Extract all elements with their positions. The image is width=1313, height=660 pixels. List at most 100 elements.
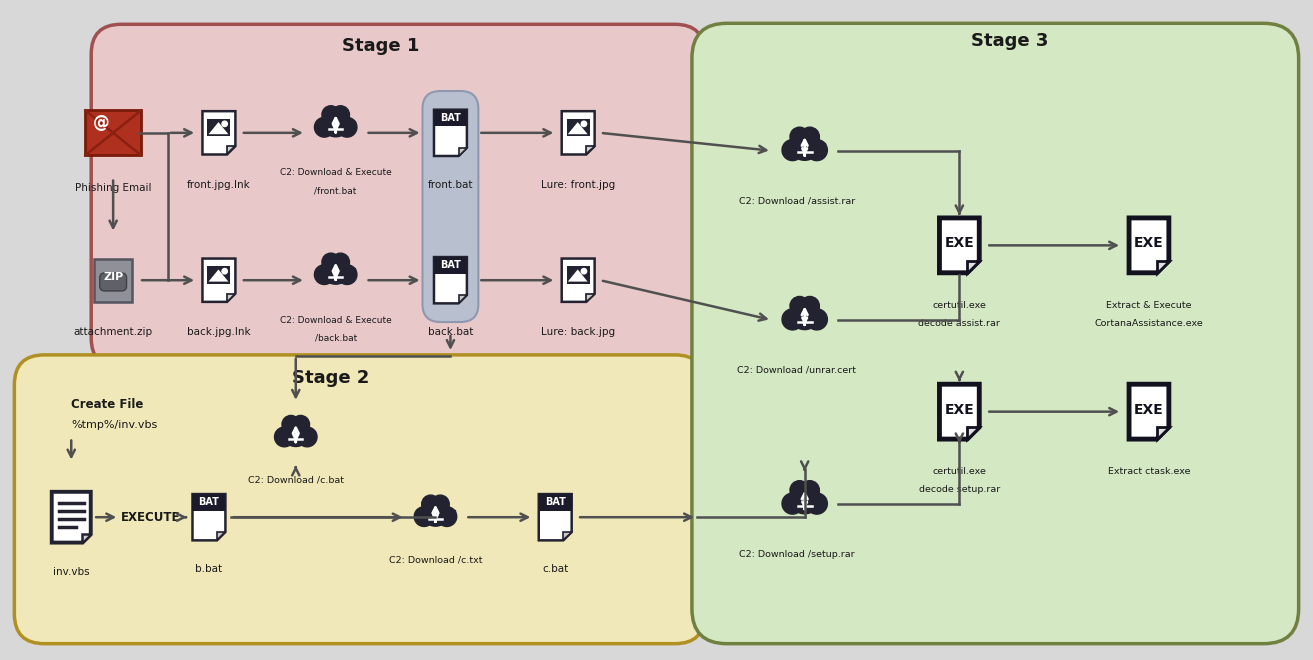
- Circle shape: [789, 483, 821, 514]
- Polygon shape: [586, 146, 595, 154]
- Circle shape: [291, 415, 310, 434]
- Bar: [538, 494, 571, 511]
- Polygon shape: [435, 110, 467, 156]
- Bar: [567, 119, 590, 137]
- Circle shape: [806, 309, 827, 330]
- Circle shape: [789, 299, 821, 329]
- Text: EXE: EXE: [1134, 236, 1163, 250]
- Text: BAT: BAT: [440, 113, 461, 123]
- Circle shape: [297, 427, 316, 447]
- Bar: [207, 267, 231, 284]
- Text: Extract & Execute: Extract & Execute: [1107, 300, 1192, 310]
- Text: @: @: [93, 114, 110, 132]
- Bar: [85, 110, 140, 155]
- Polygon shape: [193, 494, 226, 541]
- Bar: [784, 497, 826, 506]
- Polygon shape: [1157, 261, 1169, 273]
- Polygon shape: [202, 111, 235, 154]
- Text: front.jpg.lnk: front.jpg.lnk: [186, 180, 251, 189]
- Circle shape: [783, 140, 804, 160]
- Text: front.bat: front.bat: [428, 180, 473, 189]
- Circle shape: [331, 106, 349, 123]
- Text: BAT: BAT: [198, 498, 219, 508]
- Text: certutil.exe: certutil.exe: [932, 300, 986, 310]
- Polygon shape: [217, 532, 226, 541]
- Polygon shape: [939, 384, 979, 439]
- Polygon shape: [209, 269, 228, 282]
- Text: BAT: BAT: [545, 498, 566, 508]
- Polygon shape: [202, 259, 235, 302]
- Text: Stage 1: Stage 1: [341, 37, 419, 55]
- Polygon shape: [1129, 218, 1169, 273]
- Polygon shape: [562, 259, 595, 302]
- Circle shape: [806, 140, 827, 160]
- Polygon shape: [209, 122, 228, 134]
- Polygon shape: [939, 218, 979, 273]
- Bar: [95, 259, 133, 302]
- Circle shape: [790, 296, 809, 315]
- Polygon shape: [51, 492, 91, 543]
- Polygon shape: [435, 257, 467, 304]
- Text: decode setup.rar: decode setup.rar: [919, 485, 1001, 494]
- Bar: [276, 431, 315, 439]
- Circle shape: [322, 108, 351, 137]
- Circle shape: [421, 498, 450, 526]
- Circle shape: [431, 495, 449, 513]
- Circle shape: [806, 493, 827, 514]
- Polygon shape: [562, 111, 595, 154]
- Circle shape: [337, 117, 357, 137]
- Bar: [207, 119, 231, 137]
- Circle shape: [790, 127, 809, 147]
- FancyBboxPatch shape: [100, 273, 126, 291]
- Polygon shape: [458, 295, 467, 304]
- Text: /back.bat: /back.bat: [315, 333, 357, 343]
- Text: Create File: Create File: [71, 398, 143, 411]
- Circle shape: [582, 269, 587, 274]
- Polygon shape: [567, 269, 588, 282]
- Circle shape: [322, 255, 351, 284]
- Circle shape: [314, 117, 335, 137]
- Text: EXE: EXE: [944, 403, 974, 416]
- Text: C2: Download /assist.rar: C2: Download /assist.rar: [739, 196, 855, 205]
- Bar: [784, 313, 826, 321]
- Polygon shape: [458, 148, 467, 156]
- Polygon shape: [83, 534, 91, 543]
- Circle shape: [437, 507, 457, 527]
- Text: Stage 3: Stage 3: [970, 32, 1048, 50]
- Text: C2: Download /c.bat: C2: Download /c.bat: [248, 476, 344, 485]
- Text: Lure: front.jpg: Lure: front.jpg: [541, 180, 616, 189]
- Text: C2: Download /unrar.cert: C2: Download /unrar.cert: [737, 366, 856, 374]
- Circle shape: [274, 427, 294, 447]
- Circle shape: [222, 121, 227, 127]
- Polygon shape: [1157, 427, 1169, 439]
- Text: EXE: EXE: [1134, 403, 1163, 416]
- Text: c.bat: c.bat: [542, 564, 569, 574]
- Circle shape: [337, 265, 357, 284]
- Bar: [316, 121, 355, 129]
- Bar: [567, 267, 590, 284]
- Polygon shape: [1129, 384, 1169, 439]
- Text: %tmp%/inv.vbs: %tmp%/inv.vbs: [71, 420, 158, 430]
- Circle shape: [322, 106, 340, 123]
- Text: Extract ctask.exe: Extract ctask.exe: [1108, 467, 1190, 476]
- Polygon shape: [968, 427, 979, 439]
- Bar: [435, 110, 467, 126]
- Text: back.bat: back.bat: [428, 327, 473, 337]
- Circle shape: [582, 121, 587, 127]
- Circle shape: [414, 507, 435, 527]
- Circle shape: [800, 127, 819, 147]
- Polygon shape: [538, 494, 571, 541]
- Circle shape: [790, 480, 809, 500]
- Polygon shape: [567, 122, 588, 134]
- Text: Stage 2: Stage 2: [291, 369, 369, 387]
- Circle shape: [800, 480, 819, 500]
- Text: b.bat: b.bat: [196, 564, 222, 574]
- FancyBboxPatch shape: [423, 91, 478, 322]
- Text: decode assist.rar: decode assist.rar: [918, 319, 1001, 327]
- Text: C2: Download /setup.rar: C2: Download /setup.rar: [739, 550, 855, 558]
- Bar: [316, 269, 355, 277]
- Text: /front.bat: /front.bat: [315, 186, 357, 195]
- Polygon shape: [563, 532, 571, 541]
- Text: back.jpg.lnk: back.jpg.lnk: [188, 327, 251, 337]
- Text: inv.vbs: inv.vbs: [53, 567, 89, 577]
